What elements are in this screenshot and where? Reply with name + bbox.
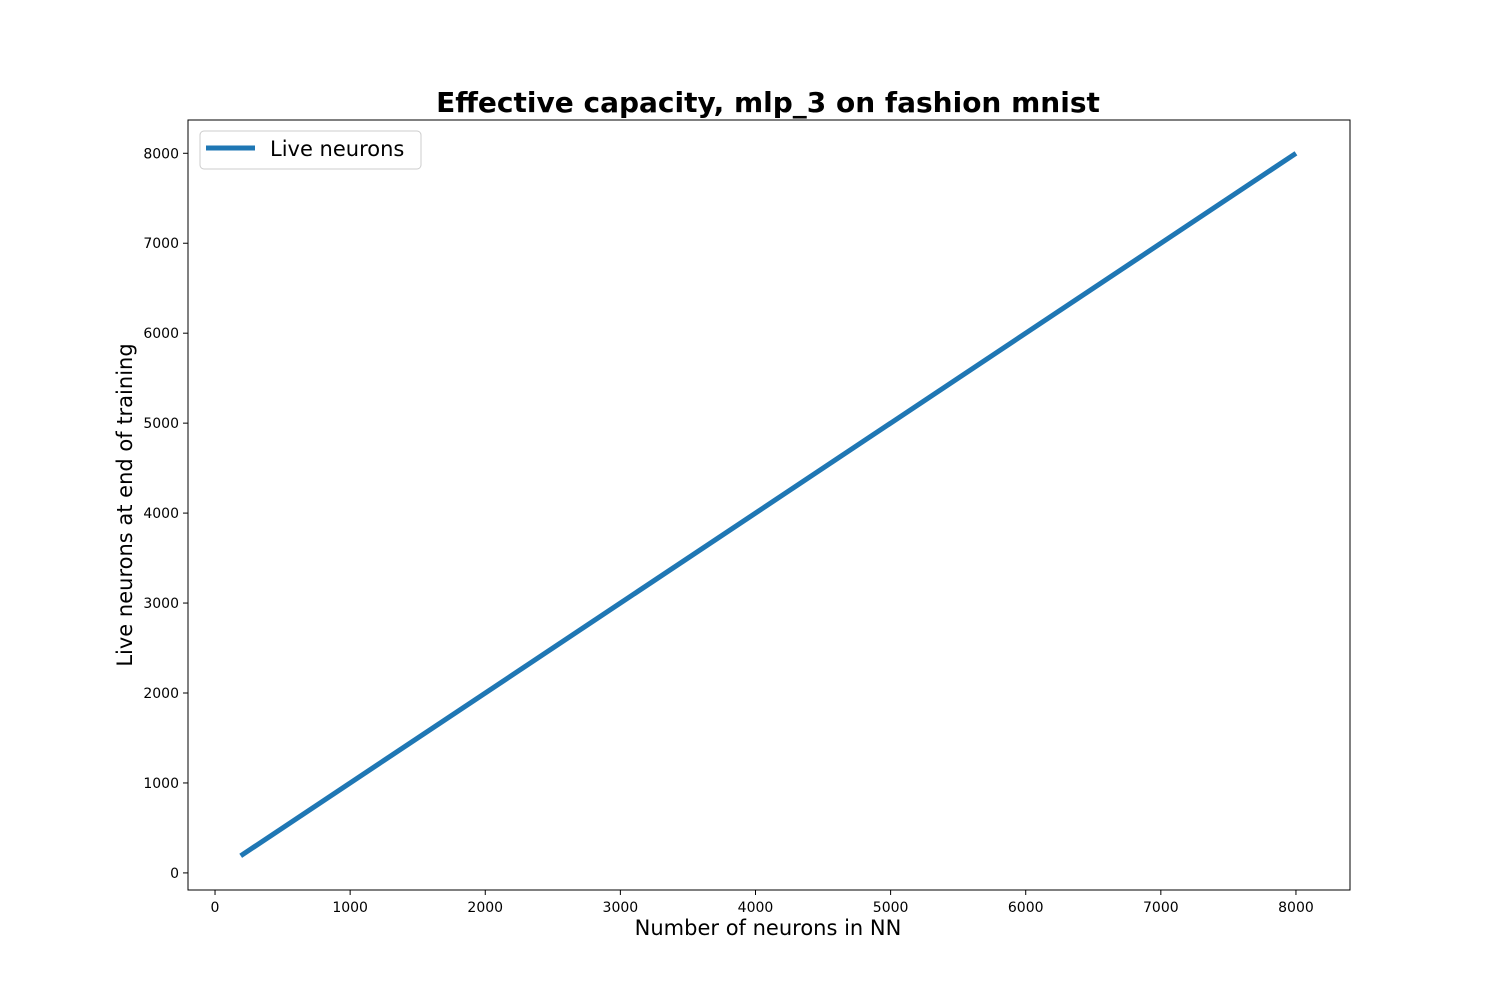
y-tick-label: 3000 — [143, 596, 179, 612]
series-layer — [239, 151, 1298, 858]
legend-label-live-neurons: Live neurons — [270, 137, 404, 161]
y-tick-label: 8000 — [143, 146, 179, 162]
x-tick-label: 8000 — [1278, 900, 1314, 916]
y-axis-ticks: 0 1000 2000 3000 4000 5000 6000 7000 8000 — [143, 146, 188, 882]
legend: Live neurons — [199, 130, 422, 170]
x-tick-label: 5000 — [873, 900, 909, 916]
x-tick-label: 1000 — [332, 900, 368, 916]
x-axis-label: Number of neurons in NN — [635, 916, 902, 940]
x-tick-label: 2000 — [467, 900, 503, 916]
chart-title: Effective capacity, mlp_3 on fashion mni… — [436, 86, 1100, 119]
x-tick-label: 7000 — [1143, 900, 1179, 916]
x-tick-label: 0 — [211, 900, 220, 916]
x-tick-label: 4000 — [738, 900, 774, 916]
y-tick-label: 5000 — [143, 416, 179, 432]
y-tick-label: 2000 — [143, 686, 179, 702]
y-tick-label: 0 — [170, 866, 179, 882]
y-tick-label: 6000 — [143, 326, 179, 342]
legend-box — [199, 130, 422, 170]
x-tick-label: 3000 — [603, 900, 639, 916]
y-tick-label: 7000 — [143, 236, 179, 252]
y-axis-label: Live neurons at end of training — [113, 343, 137, 666]
y-tick-label: 4000 — [143, 506, 179, 522]
series-line-live-neurons — [239, 151, 1298, 858]
y-tick-label: 1000 — [143, 776, 179, 792]
x-axis-ticks: 0 1000 2000 3000 4000 5000 6000 7000 8000 — [211, 890, 1314, 916]
x-tick-label: 6000 — [1008, 900, 1044, 916]
